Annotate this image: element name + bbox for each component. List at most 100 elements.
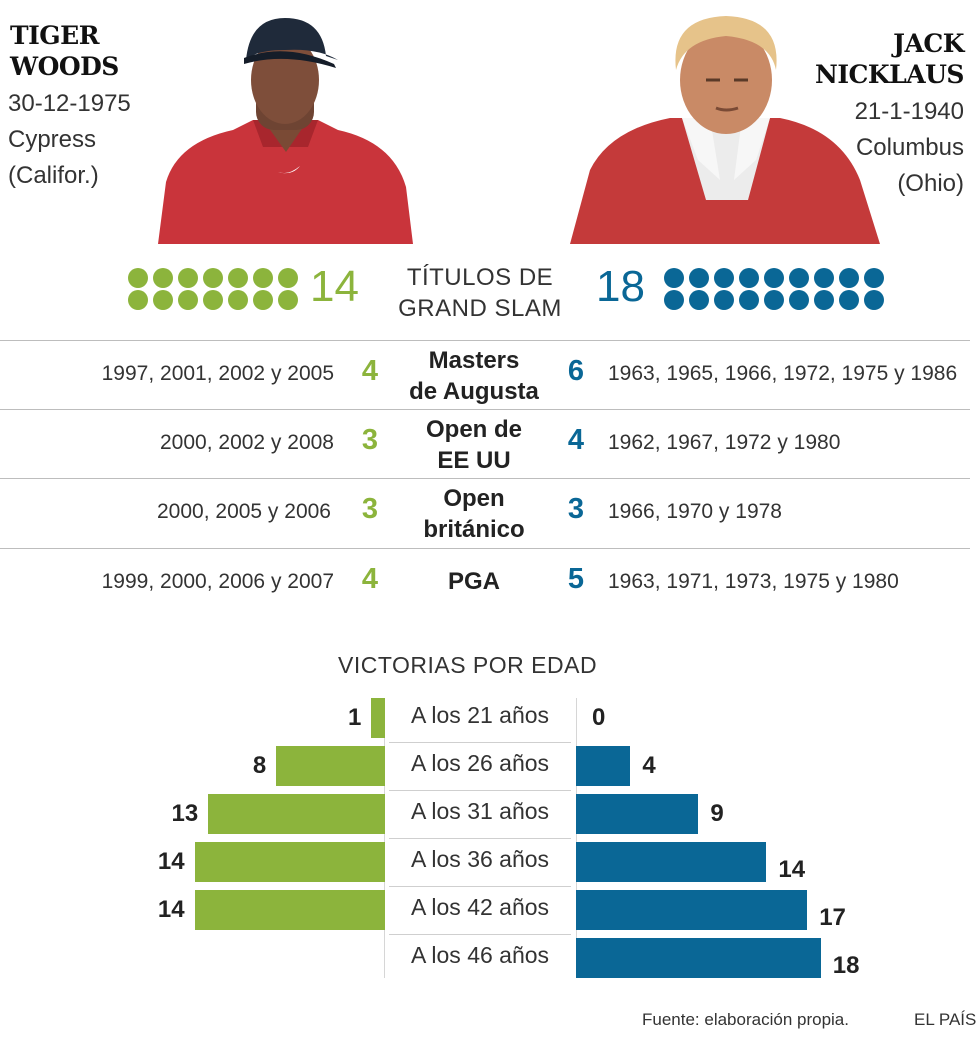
left-bar-value: 14	[157, 896, 185, 923]
table-row-masters-right-years: 1963, 1965, 1966, 1972, 1975 y 1986	[608, 362, 958, 385]
age-category-label: A los 46 años	[410, 942, 550, 968]
masters-name-line1: Masters	[428, 347, 520, 374]
right-player-birth-place-line1: Columbus	[855, 134, 964, 161]
title-dot	[278, 290, 298, 310]
right-grand-slam-dots	[664, 268, 884, 310]
title-dot	[128, 290, 148, 310]
age-category-label: A los 36 años	[410, 846, 550, 872]
chart-title: VICTORIAS POR EDAD	[338, 652, 598, 678]
table-row-masters-left-years: 1997, 2001, 2002 y 2005	[101, 362, 334, 385]
right-bar-value: 0	[592, 704, 606, 731]
usopen-name-line1: Open de	[425, 416, 522, 443]
right-bar-value: 4	[642, 752, 656, 779]
left-player-name: TIGER WOODS	[10, 20, 119, 82]
age-category-label: A los 26 años	[410, 750, 550, 776]
title-dot	[839, 290, 859, 310]
age-category-label: A los 31 años	[410, 798, 550, 824]
table-row-british-left-years: 2000, 2005 y 2006	[157, 500, 331, 523]
british-name-line2: británico	[423, 516, 525, 543]
age-category-label: A los 21 años	[410, 702, 550, 728]
table-row-usopen-right-count: 4	[567, 424, 585, 456]
table-row-masters-name: Masters de Augusta	[384, 345, 564, 407]
title-dot	[203, 268, 223, 288]
right-bar-value: 18	[832, 952, 860, 979]
right-grand-slam-total: 18	[596, 262, 645, 311]
left-bar-value: 13	[171, 800, 199, 827]
right-bar	[576, 842, 767, 882]
title-dot	[789, 268, 809, 288]
table-divider	[0, 409, 970, 410]
age-separator	[389, 934, 571, 935]
brand-label: EL PAÍS	[914, 1010, 977, 1029]
table-row-british-right-count: 3	[567, 493, 585, 525]
left-grand-slam-total: 14	[310, 262, 359, 311]
left-bar	[194, 890, 385, 930]
left-player-birth-date: 30-12-1975	[8, 90, 131, 117]
right-player-info: 21-1-1940 Columbus (Ohio)	[855, 94, 964, 202]
title-dot	[689, 268, 709, 288]
left-bar	[194, 842, 385, 882]
right-bar-value: 14	[778, 856, 806, 883]
jack-nicklaus-photo	[570, 16, 880, 244]
right-axis-line	[576, 698, 577, 978]
title-dot	[228, 290, 248, 310]
left-bar	[208, 794, 385, 834]
right-bar-value: 17	[819, 904, 846, 931]
table-row-pga-left-count: 4	[361, 563, 379, 595]
title-dot	[253, 268, 273, 288]
grand-slam-title-line2: GRAND SLAM	[398, 295, 562, 322]
table-row-usopen-left-count: 3	[361, 424, 379, 456]
table-row-usopen-right-years: 1962, 1967, 1972 y 1980	[608, 431, 841, 454]
left-player-birth-place-line2: (Califor.)	[8, 162, 99, 189]
right-player-name-line1: JACK	[893, 29, 964, 58]
right-bar	[576, 746, 631, 786]
table-row-usopen-left-years: 2000, 2002 y 2008	[160, 431, 334, 454]
left-player-name-line1: TIGER	[10, 21, 99, 50]
title-dot	[664, 290, 684, 310]
right-player-birth-place-line2: (Ohio)	[897, 170, 964, 197]
left-bar-value: 1	[348, 704, 362, 731]
left-bar	[371, 698, 385, 738]
british-name-line1: Open	[443, 485, 505, 512]
title-dot	[178, 290, 198, 310]
table-row-british-name: Open británico	[384, 483, 564, 545]
usopen-name-line2: EE UU	[437, 447, 511, 474]
left-bar	[276, 746, 385, 786]
tiger-woods-photo	[158, 14, 413, 244]
age-separator	[389, 742, 571, 743]
age-separator	[389, 790, 571, 791]
title-dot	[864, 290, 884, 310]
title-dot	[203, 290, 223, 310]
left-player-name-line2: WOODS	[10, 52, 119, 81]
table-row-british-right-years: 1966, 1970 y 1978	[608, 500, 782, 523]
title-dot	[153, 290, 173, 310]
title-dot	[789, 290, 809, 310]
source-note: Fuente: elaboración propia.	[642, 1010, 849, 1029]
title-dot	[714, 290, 734, 310]
left-grand-slam-dots	[128, 268, 298, 310]
title-dot	[128, 268, 148, 288]
left-player-birth-place-line1: Cypress	[8, 126, 97, 153]
title-dot	[714, 268, 734, 288]
grand-slam-title-line1: TÍTULOS DE	[406, 264, 554, 291]
right-player-birth-date: 21-1-1940	[854, 98, 964, 125]
table-row-usopen-name: Open de EE UU	[384, 414, 564, 476]
masters-name-line2: de Augusta	[409, 378, 539, 405]
table-row-masters-left-count: 4	[361, 355, 379, 387]
title-dot	[839, 268, 859, 288]
right-bar	[576, 938, 821, 978]
table-row-pga-right-years: 1963, 1971, 1973, 1975 y 1980	[608, 570, 899, 593]
title-dot	[228, 268, 248, 288]
table-divider	[0, 478, 970, 479]
title-dot	[253, 290, 273, 310]
title-dot	[764, 290, 784, 310]
title-dot	[664, 268, 684, 288]
table-row-pga-right-count: 5	[567, 563, 585, 595]
title-dot	[814, 290, 834, 310]
left-axis-line	[384, 698, 385, 978]
title-dot	[864, 268, 884, 288]
age-category-label: A los 42 años	[410, 894, 550, 920]
title-dot	[278, 268, 298, 288]
title-dot	[739, 290, 759, 310]
